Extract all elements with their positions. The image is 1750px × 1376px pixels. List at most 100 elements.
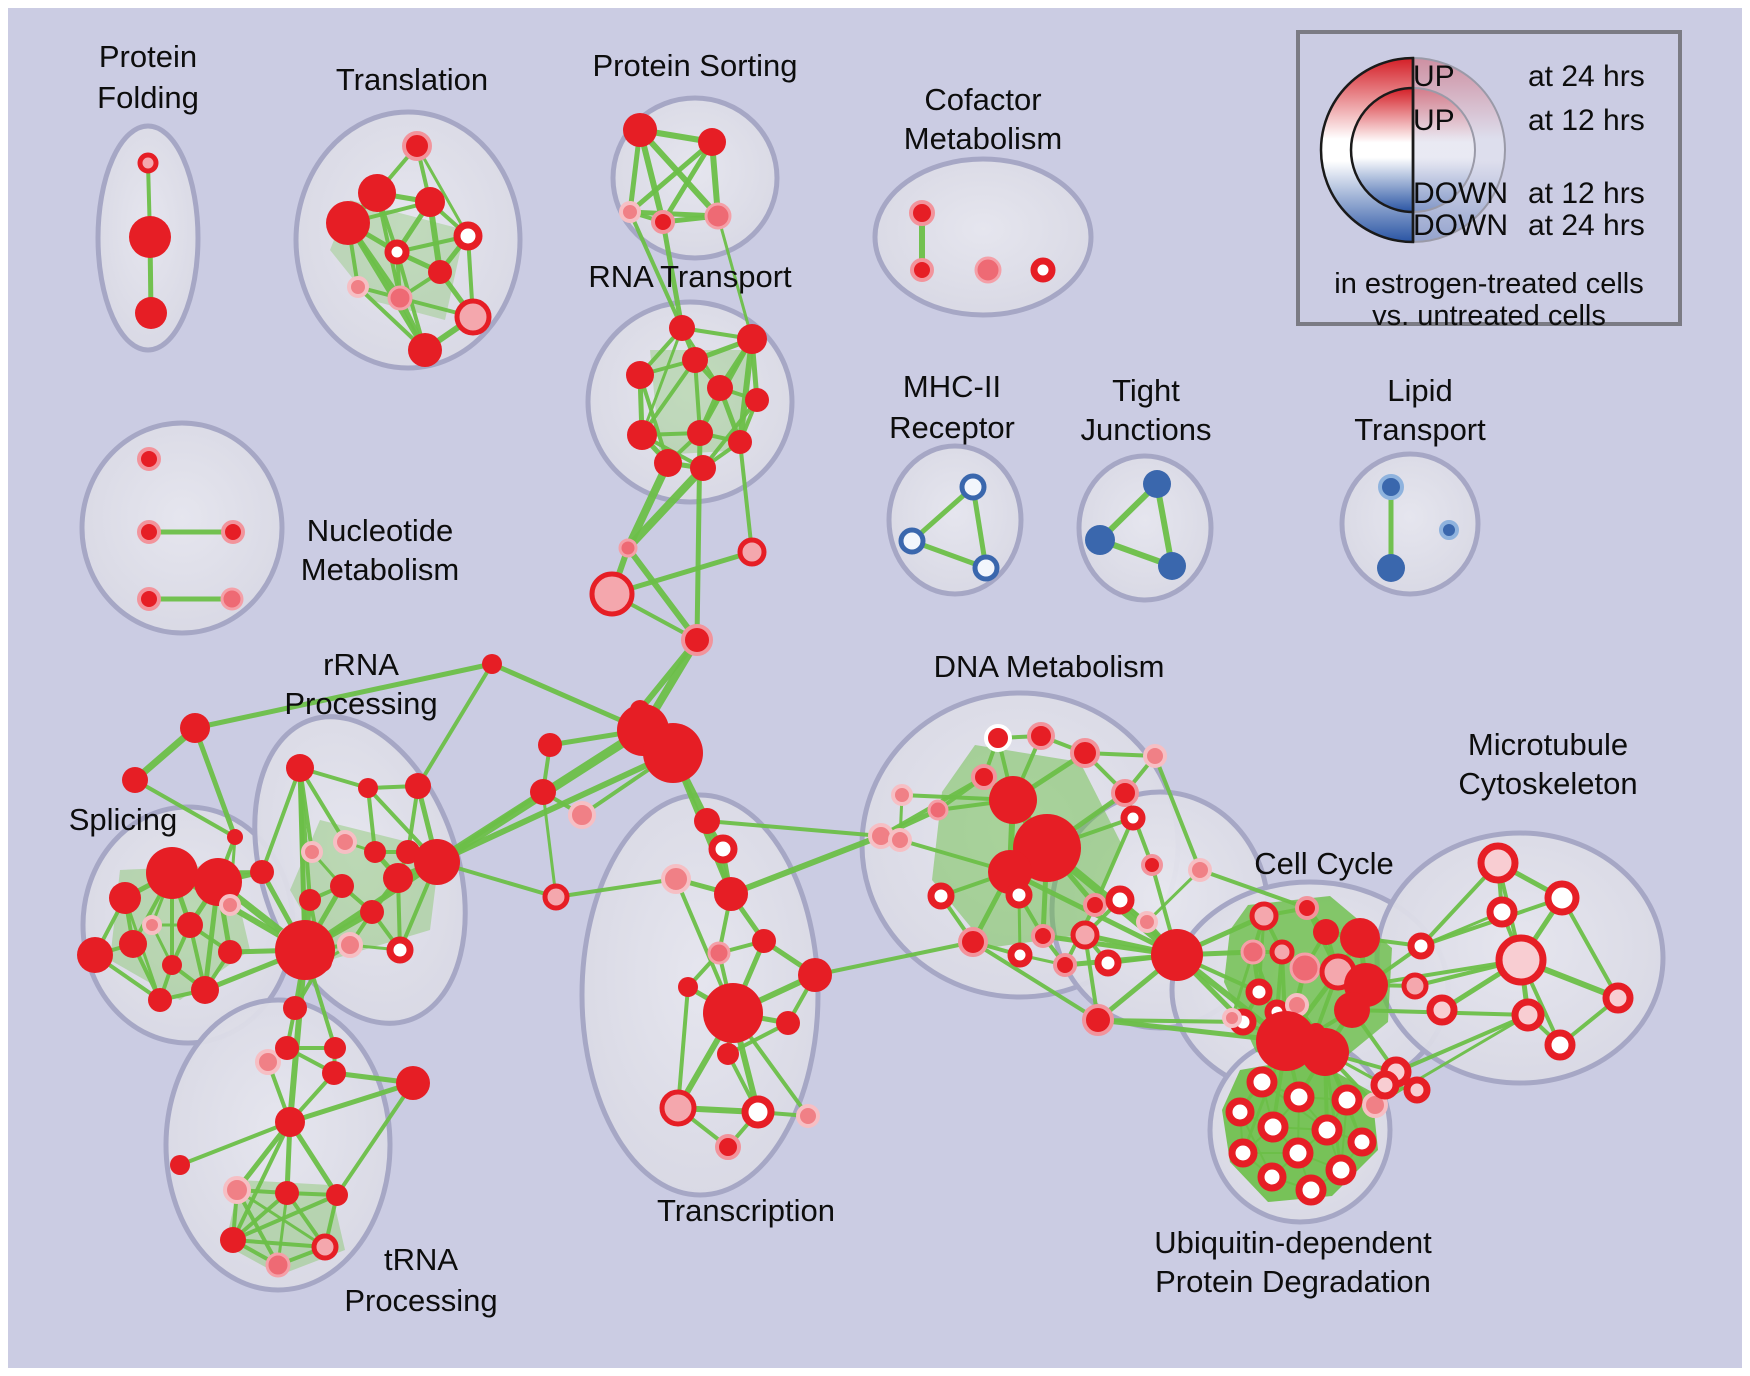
network-node xyxy=(909,200,935,226)
network-node xyxy=(1486,896,1518,928)
network-edge xyxy=(231,1238,327,1249)
network-node xyxy=(1143,470,1171,498)
network-node xyxy=(227,829,243,845)
legend-time-label: at 24 hrs xyxy=(1528,209,1645,242)
cluster-label-cofactor-metabolism: Cofactor xyxy=(924,82,1041,117)
network-edge xyxy=(1198,868,1309,910)
network-node xyxy=(651,210,675,234)
legend-row: UP at 12 hrs xyxy=(1300,105,1678,137)
network-edge xyxy=(660,139,715,225)
network-node xyxy=(910,258,934,282)
network-node xyxy=(1477,842,1519,884)
network-node xyxy=(1136,911,1158,933)
network-node xyxy=(337,932,363,958)
network-node xyxy=(482,654,502,674)
network-edge xyxy=(297,765,308,953)
network-node xyxy=(299,889,321,911)
network-node xyxy=(741,1095,775,1129)
network-edge xyxy=(133,778,237,839)
network-node xyxy=(698,128,726,156)
network-edge xyxy=(1373,1013,1530,1107)
network-edge xyxy=(813,940,975,977)
network-node xyxy=(1256,1011,1316,1071)
legend-box: UP at 24 hrs UP at 12 hrs DOWN at 12 hrs… xyxy=(1296,30,1682,332)
cluster-label-dna-metabolism: DNA Metabolism xyxy=(934,649,1165,684)
network-node xyxy=(453,221,483,251)
network-node xyxy=(454,298,492,336)
network-edge xyxy=(737,336,755,445)
cluster-ellipse-lipid-transport xyxy=(1339,451,1481,597)
cluster-label-mhc-ii-receptor: MHC-II xyxy=(903,369,1001,404)
network-node xyxy=(1094,949,1122,977)
network-node xyxy=(415,187,445,217)
cluster-label-protein-folding: Protein xyxy=(99,39,197,74)
network-node xyxy=(221,520,245,544)
network-node xyxy=(223,1176,251,1204)
cluster-label-translation: Translation xyxy=(336,62,488,97)
network-node xyxy=(1283,1081,1315,1113)
network-node xyxy=(972,554,1000,582)
network-node xyxy=(1222,1008,1242,1028)
network-edge xyxy=(260,766,302,874)
network-edge xyxy=(554,877,678,899)
network-edge xyxy=(231,1120,292,1242)
network-node xyxy=(1246,1066,1278,1098)
network-node xyxy=(137,447,161,471)
network-node xyxy=(1313,919,1339,945)
network-edge xyxy=(415,144,470,238)
network-node xyxy=(1511,998,1545,1032)
network-edge xyxy=(738,440,754,554)
network-node xyxy=(643,723,703,783)
network-node xyxy=(162,955,182,975)
network-node xyxy=(283,996,307,1020)
network-node xyxy=(146,847,198,899)
network-node xyxy=(135,297,167,329)
network-node xyxy=(218,940,242,964)
network-edge xyxy=(298,766,347,844)
network-node xyxy=(659,1089,697,1127)
cluster-label-ubiquitin-degradation: Protein Degradation xyxy=(1155,1264,1431,1299)
network-node xyxy=(715,1134,741,1160)
network-edge xyxy=(624,459,672,552)
network-node xyxy=(728,430,752,454)
network-node xyxy=(798,958,832,992)
network-node xyxy=(888,828,912,852)
network-node xyxy=(1282,1137,1314,1169)
network-node xyxy=(301,841,323,863)
network-edge xyxy=(660,219,685,331)
network-node xyxy=(347,276,369,298)
network-node xyxy=(1403,1076,1431,1104)
cluster-label-cofactor-metabolism: Metabolism xyxy=(904,121,1063,156)
network-node xyxy=(326,1184,348,1206)
network-node xyxy=(714,877,748,911)
network-edge xyxy=(909,484,976,544)
network-node xyxy=(1085,525,1115,555)
network-node xyxy=(322,1061,346,1085)
cluster-label-nucleotide-metabolism: Metabolism xyxy=(301,552,460,587)
network-node xyxy=(984,724,1012,752)
network-edge xyxy=(335,1081,415,1197)
network-edge xyxy=(541,790,558,899)
network-node xyxy=(180,713,210,743)
network-node xyxy=(402,131,432,161)
network-node xyxy=(1439,520,1459,540)
cluster-label-trna-processing: tRNA xyxy=(384,1242,458,1277)
network-node xyxy=(681,624,713,656)
network-node xyxy=(255,1049,281,1075)
network-edge xyxy=(728,833,884,897)
network-node xyxy=(129,216,171,258)
network-node xyxy=(286,754,314,782)
network-node xyxy=(745,388,769,412)
network-node xyxy=(1377,554,1405,582)
network-edge xyxy=(701,398,759,470)
network-node xyxy=(530,779,556,805)
network-node xyxy=(690,455,716,481)
network-node xyxy=(707,941,731,965)
network-node xyxy=(661,864,691,894)
network-node xyxy=(717,1043,739,1065)
network-node xyxy=(989,776,1037,824)
network-node xyxy=(109,882,141,914)
network-node xyxy=(669,315,695,341)
network-node xyxy=(1151,929,1203,981)
network-node xyxy=(927,799,949,821)
